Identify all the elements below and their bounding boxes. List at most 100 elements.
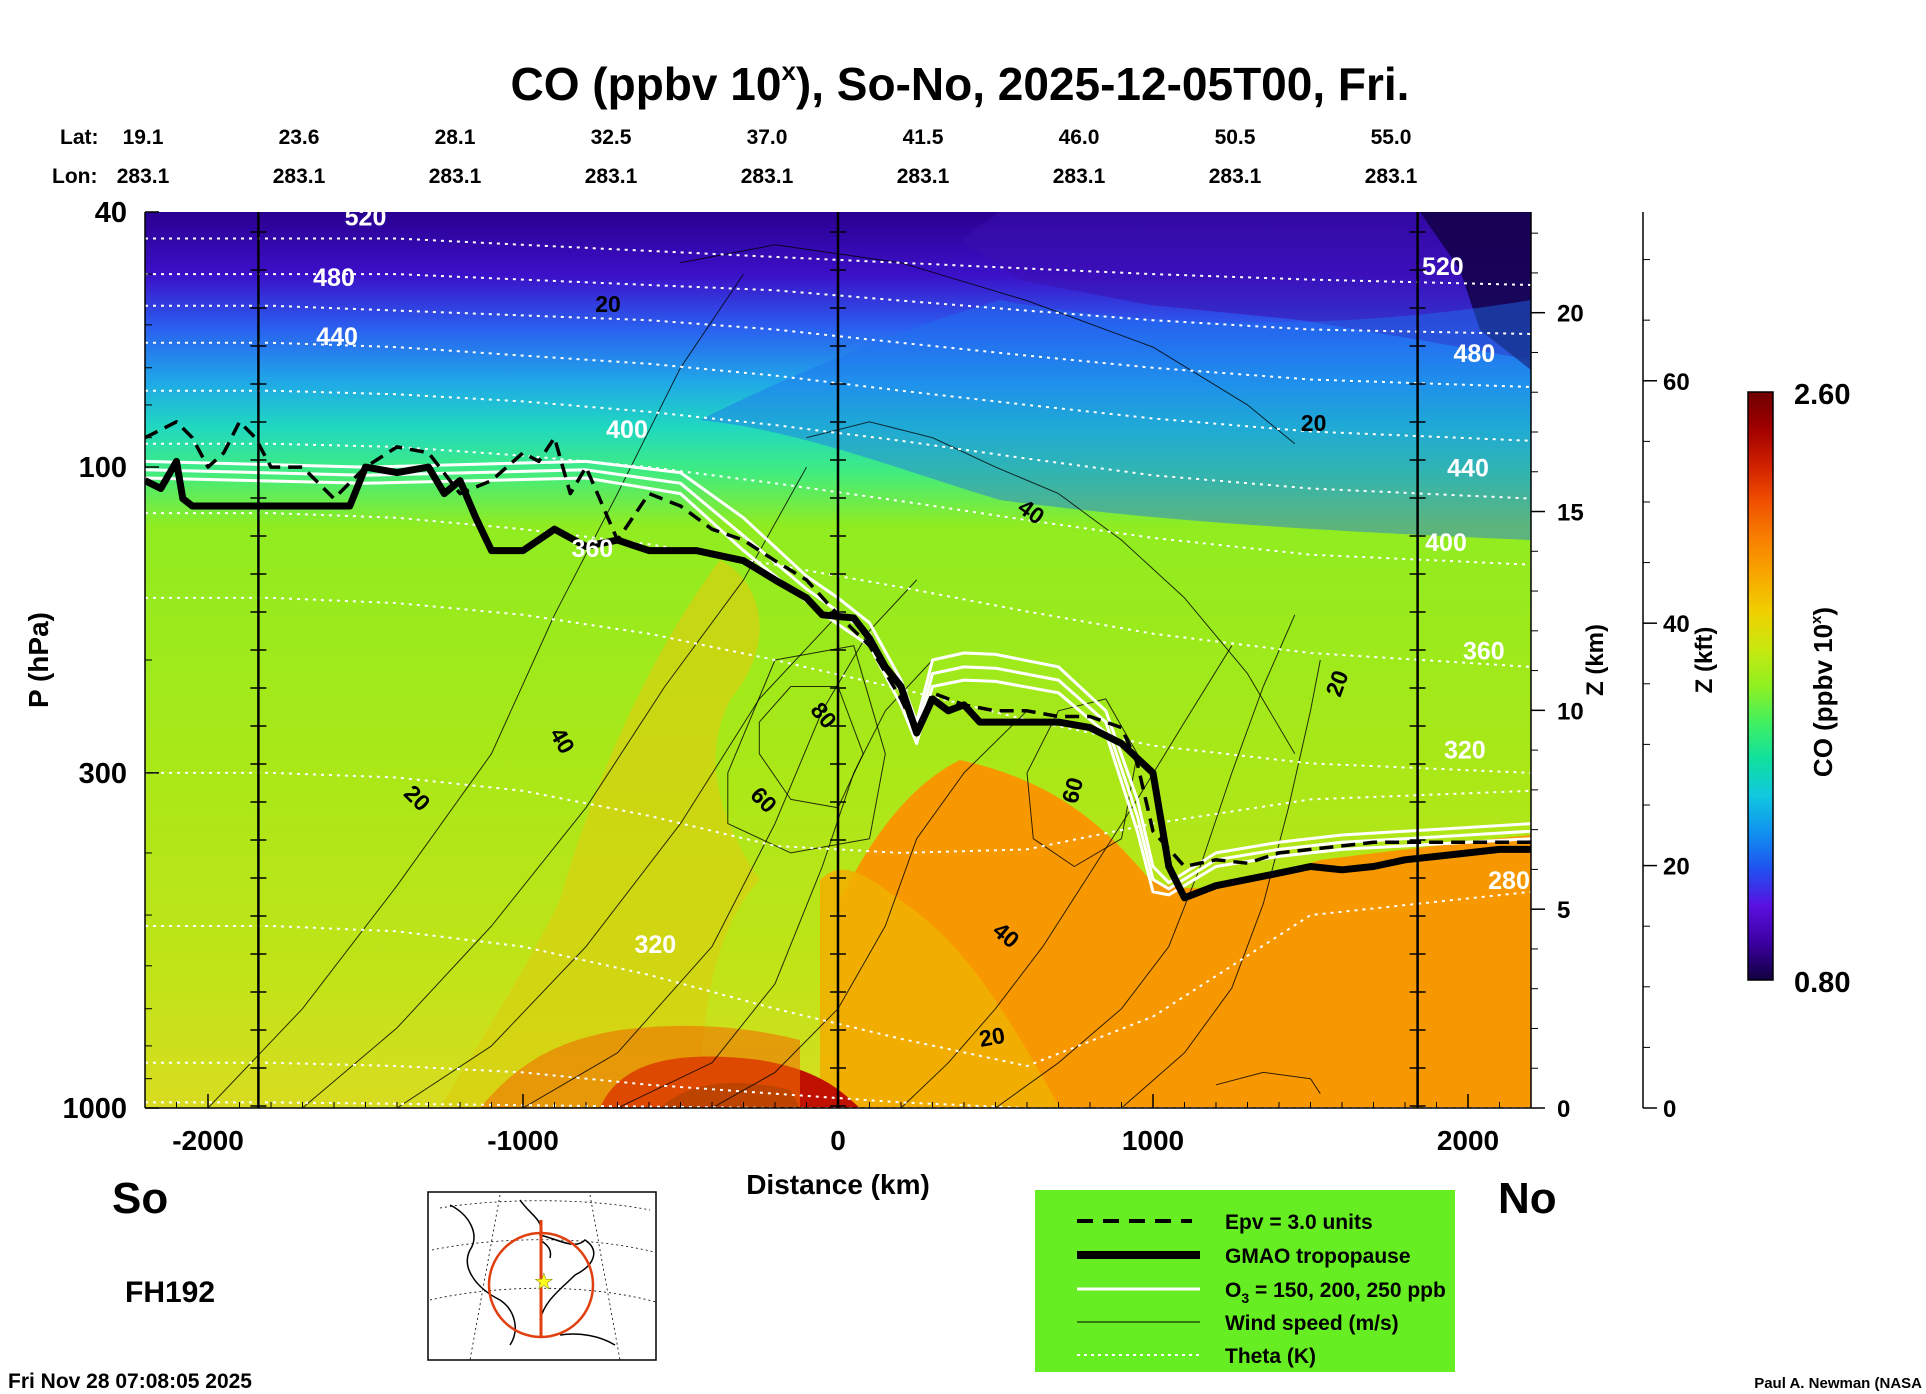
wind-contour	[680, 244, 1296, 445]
theta-label: 480	[313, 264, 355, 292]
credit: Paul A. Newman (NASA	[1754, 1375, 1922, 1392]
ozone-contour	[145, 468, 1531, 891]
co-min-region	[1420, 212, 1531, 370]
colorbar-label-sup: x	[1808, 615, 1825, 624]
legend-ozone-main: O	[1225, 1279, 1241, 1302]
lon-label: 283.1	[897, 165, 950, 188]
wind-contour	[758, 686, 864, 809]
x-tick-label: 1000	[1122, 1125, 1184, 1156]
theta-contour	[145, 512, 1531, 668]
z-kft-tick-label: 20	[1663, 854, 1690, 881]
z-km-tick-label: 10	[1557, 698, 1584, 725]
theta-label: 360	[1463, 638, 1505, 666]
lon-heading: Lon:	[52, 165, 97, 188]
wind-contour	[522, 579, 918, 1108]
colorbar-label: CO (ppbv 10x)	[1808, 607, 1838, 777]
wind-contour	[1121, 659, 1321, 1108]
lat-label: 32.5	[591, 126, 632, 149]
lon-label: 283.1	[1053, 165, 1106, 188]
title-main: CO (ppbv 10	[511, 58, 782, 110]
wind-label: 20	[977, 1022, 1007, 1052]
wind-contour	[727, 645, 886, 854]
wind-contour	[1215, 1071, 1321, 1094]
axes: -2000 -1000 0 1000 2000 40 100 300 1000 0 5 10 15 20 0…	[62, 197, 1689, 1156]
ozone-contour	[145, 459, 1531, 885]
theta-label: 360	[571, 535, 613, 563]
y-tick-label: 300	[79, 758, 127, 790]
chart-title: CO (ppbv 10x), So-No, 2025-12-05T00, Fri…	[511, 56, 1410, 110]
y-tick-label: 40	[95, 197, 127, 229]
z-kft-tick-label: 40	[1663, 611, 1690, 638]
x-axis-label: Distance (km)	[746, 1169, 930, 1200]
legend-ozone-sub: 3	[1241, 1290, 1249, 1306]
theta-label: 400	[1425, 529, 1467, 557]
y-tick-label: 1000	[62, 1093, 127, 1125]
lat-lon-labels: 19.1 283.1 23.6 283.1 28.1 283.1 32.5 283.1 37.0…	[117, 126, 1418, 188]
colorbar-label-main: CO (ppbv 10	[1808, 624, 1838, 777]
theta-contours	[145, 237, 1531, 1108]
theta-label: 320	[634, 931, 676, 959]
inset-coastline	[449, 1199, 616, 1346]
theta-contour	[145, 389, 1531, 500]
title-rest: ), So-No, 2025-12-05T00, Fri.	[796, 58, 1410, 110]
z-km-axis-label: Z (km)	[1582, 624, 1609, 696]
theta-label: 480	[1453, 340, 1495, 368]
wind-contour	[900, 645, 1233, 1108]
theta-label: 440	[1447, 454, 1489, 482]
co-mid-region	[700, 300, 1531, 540]
lat-label: 55.0	[1371, 126, 1412, 149]
colorbar-max-label: 2.60	[1794, 379, 1850, 411]
lat-label: 37.0	[747, 126, 788, 149]
forecast-hour: FH192	[125, 1276, 215, 1309]
theta-contour	[145, 341, 1531, 442]
inset-map: ★	[427, 1191, 657, 1361]
theta-contour	[145, 273, 1531, 335]
timestamp: Fri Nov 28 07:08:05 2025	[8, 1370, 252, 1393]
legend-tropopause-label: GMAO tropopause	[1225, 1245, 1411, 1268]
colorbar-min-label: 0.80	[1794, 967, 1850, 999]
wind-contour	[396, 614, 839, 1108]
lon-label: 283.1	[117, 165, 170, 188]
theta-label: 440	[316, 323, 358, 351]
section-markers	[250, 212, 1426, 1108]
lat-heading: Lat:	[60, 126, 99, 149]
wind-contour	[995, 614, 1296, 1108]
theta-contour	[145, 304, 1531, 388]
z-km-tick-label: 0	[1557, 1096, 1570, 1123]
y-axis-label: P (hPa)	[23, 612, 54, 708]
z-km-tick-label: 20	[1557, 301, 1584, 328]
co-high-region	[840, 760, 1531, 1108]
co-mid-high-region	[440, 560, 760, 1108]
x-tick-label: 2000	[1437, 1125, 1499, 1156]
south-label: So	[112, 1174, 168, 1223]
legend-theta-label: Theta (K)	[1225, 1345, 1316, 1368]
theta-contour	[145, 237, 1531, 286]
wind-contour	[302, 466, 807, 1108]
lon-label: 283.1	[585, 165, 638, 188]
z-kft-tick-label: 0	[1663, 1096, 1676, 1123]
z-km-tick-label: 5	[1557, 897, 1570, 924]
legend-wind-label: Wind speed (m/s)	[1225, 1312, 1399, 1335]
y-tick-label: 100	[79, 452, 127, 484]
legend-ozone-rest: = 150, 200, 250 ppb	[1249, 1279, 1446, 1302]
title-sup: x	[781, 56, 796, 86]
tropopause-line	[145, 457, 1531, 902]
theta-label: 280	[1488, 867, 1530, 895]
z-km-tick-label: 15	[1557, 500, 1584, 527]
lon-label: 283.1	[429, 165, 482, 188]
ozone-contour	[145, 476, 1531, 897]
wind-contour	[207, 273, 744, 1108]
wind-label: 20	[595, 291, 621, 317]
star-icon: ★	[534, 1269, 554, 1294]
z-kft-tick-label: 60	[1663, 369, 1690, 396]
lon-label: 283.1	[741, 165, 794, 188]
colorbar-label-end: )	[1808, 607, 1838, 616]
legend: Epv = 3.0 units GMAO tropopause O3 = 150…	[1035, 1190, 1455, 1372]
theta-contour	[145, 596, 1531, 774]
theta-label: 400	[606, 416, 648, 444]
wind-contours	[207, 244, 1321, 1108]
z-kft-axis-label: Z (kft)	[1691, 627, 1718, 694]
legend-ozone-label: O3 = 150, 200, 250 ppb	[1225, 1279, 1446, 1306]
theta-contour	[145, 890, 1531, 1068]
x-tick-label: -2000	[172, 1125, 244, 1156]
